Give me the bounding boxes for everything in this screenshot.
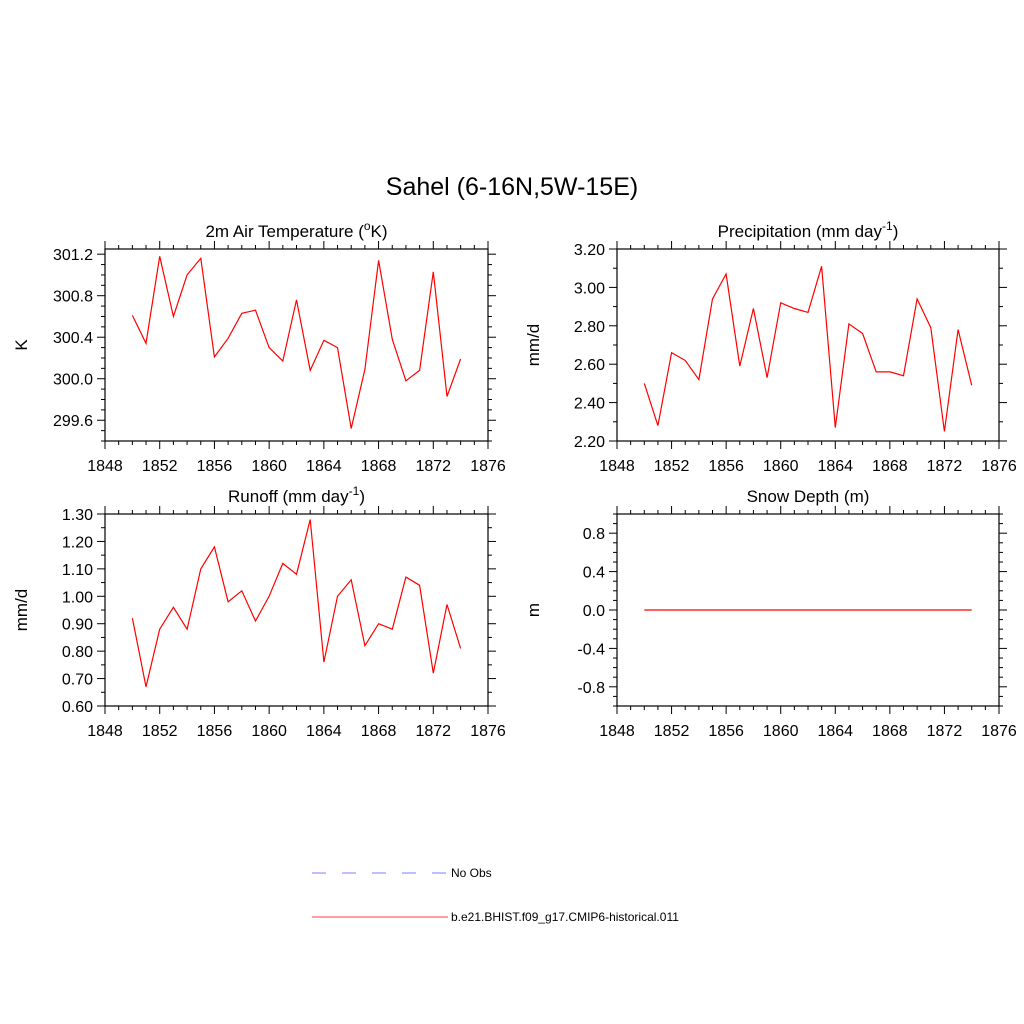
x-tick-label: 1852: [654, 723, 690, 740]
x-tick-label: 1860: [251, 458, 287, 475]
panel-title-superscript: -1: [882, 219, 893, 233]
panel-title: Runoff (mm day-1): [228, 484, 365, 506]
y-tick-label: 2.80: [574, 319, 605, 336]
y-tick-label: 301.2: [53, 247, 93, 264]
y-tick-label: 299.6: [53, 413, 93, 430]
y-tick-label: 0.4: [583, 565, 605, 582]
x-tick-label: 1872: [415, 723, 451, 740]
panel-title-tail: K): [371, 222, 388, 241]
panel-title-tail: ): [359, 487, 365, 506]
x-tick-label: 1848: [87, 458, 123, 475]
y-axis-label: K: [12, 339, 31, 351]
x-tick-label: 1848: [599, 723, 635, 740]
panel-title: Precipitation (mm day-1): [718, 219, 899, 241]
x-tick-label: 1868: [872, 723, 908, 740]
x-tick-label: 1864: [306, 723, 342, 740]
panel-title-main: Runoff (mm day: [228, 487, 349, 506]
x-tick-label: 1856: [197, 458, 233, 475]
y-tick-label: -0.8: [577, 680, 605, 697]
y-tick-label: 0.60: [62, 699, 93, 716]
figure-title: Sahel (6-16N,5W-15E): [386, 173, 638, 201]
x-tick-label: 1848: [599, 458, 635, 475]
panel-title: Snow Depth (m): [747, 487, 870, 506]
x-tick-label: 1860: [763, 458, 799, 475]
series-line: [131, 256, 462, 429]
series-line: [643, 266, 973, 432]
panel-2: Precipitation (mm day-1) mm/d 1848 1852 1856…: [524, 219, 1017, 475]
panel-title-main: Snow Depth (m): [747, 487, 870, 506]
x-tick-label: 1876: [470, 458, 506, 475]
x-tick-label: 1868: [361, 458, 397, 475]
x-tick-label: 1876: [981, 723, 1017, 740]
x-tick-label: 1856: [708, 723, 744, 740]
x-tick-label: 1868: [872, 458, 908, 475]
y-tick-label: 3.20: [574, 242, 605, 259]
y-tick-label: 2.20: [574, 434, 605, 451]
y-axis-label: m: [524, 603, 543, 617]
panel-4: Snow Depth (m) m 1848 1852 1856 1860 1864 1868 1…: [524, 487, 1017, 740]
y-tick-label: 2.60: [574, 357, 605, 374]
y-tick-label: 300.4: [53, 330, 93, 347]
y-tick-label: 2.40: [574, 396, 605, 413]
y-axis-label: mm/d: [12, 589, 31, 632]
y-tick-label: 300.8: [53, 289, 93, 306]
x-tick-label: 1876: [981, 458, 1017, 475]
x-tick-label: 1848: [87, 723, 123, 740]
legend-label: b.e21.BHIST.f09_g17.CMIP6-historical.011: [451, 910, 679, 924]
y-tick-label: 0.80: [62, 644, 93, 661]
y-tick-label: 1.10: [62, 562, 93, 579]
x-tick-label: 1864: [817, 723, 853, 740]
panels: 2m Air Temperature (oK) K 1848 1852 1856 1860…: [12, 219, 1017, 740]
x-tick-label: 1872: [927, 458, 963, 475]
panel-1: 2m Air Temperature (oK) K 1848 1852 1856 1860…: [12, 219, 506, 475]
y-tick-label: 0.70: [62, 672, 93, 689]
y-axis-label: mm/d: [524, 324, 543, 367]
y-tick-label: 300.0: [53, 372, 93, 389]
series-line: [131, 519, 462, 687]
panel-title-superscript: o: [364, 219, 371, 233]
x-tick-label: 1852: [142, 723, 178, 740]
x-tick-label: 1864: [817, 458, 853, 475]
x-tick-label: 1872: [415, 458, 451, 475]
x-tick-label: 1856: [197, 723, 233, 740]
y-tick-label: 0.8: [583, 526, 605, 543]
panel-3: Runoff (mm day-1) mm/d 1848 1852 1856 1860 186…: [12, 484, 506, 740]
y-tick-label: 1.20: [62, 534, 93, 551]
plot-frame: [104, 248, 489, 442]
legend-label: No Obs: [451, 866, 492, 880]
plot-frame: [104, 513, 489, 707]
y-tick-label: 0.90: [62, 617, 93, 634]
x-tick-label: 1860: [763, 723, 799, 740]
panel-title-main: Precipitation (mm day: [718, 222, 883, 241]
y-tick-label: 3.00: [574, 280, 605, 297]
y-tick-label: 1.30: [62, 507, 93, 524]
x-tick-label: 1876: [470, 723, 506, 740]
y-tick-label: 0.0: [583, 603, 605, 620]
panel-title-main: 2m Air Temperature (: [205, 222, 364, 241]
panel-title-tail: ): [893, 222, 899, 241]
y-tick-label: 1.00: [62, 589, 93, 606]
y-tick-label: -0.4: [577, 641, 605, 658]
panel-title-superscript: -1: [349, 484, 360, 498]
x-tick-label: 1852: [142, 458, 178, 475]
legend: No Obs b.e21.BHIST.f09_g17.CMIP6-historic…: [312, 866, 679, 924]
x-tick-label: 1860: [251, 723, 287, 740]
x-tick-label: 1856: [708, 458, 744, 475]
x-tick-label: 1872: [927, 723, 963, 740]
x-tick-label: 1868: [361, 723, 397, 740]
x-tick-label: 1864: [306, 458, 342, 475]
x-tick-label: 1852: [654, 458, 690, 475]
panel-title: 2m Air Temperature (oK): [205, 219, 387, 241]
